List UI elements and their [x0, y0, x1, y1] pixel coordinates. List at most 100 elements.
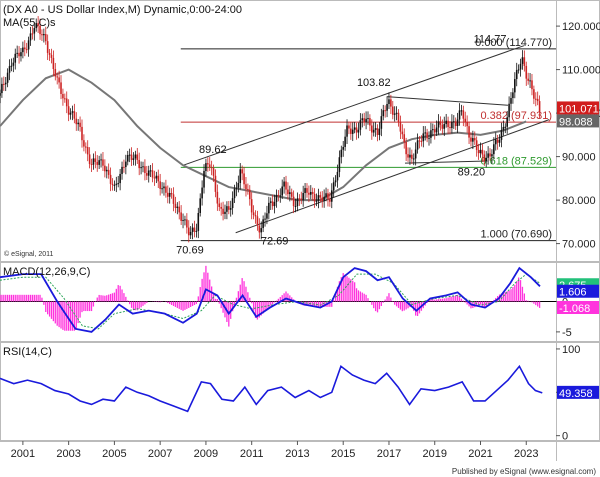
candle-body [332, 182, 335, 191]
candle-body [418, 140, 421, 142]
macd-tick-label: -5 [562, 327, 572, 339]
candle-body [222, 208, 224, 214]
price-tick-label: 80.000 [562, 195, 596, 207]
candle-body [342, 146, 345, 150]
candle-body [281, 186, 283, 196]
candle-body [220, 206, 222, 209]
candle-body [159, 181, 161, 189]
candle-body [191, 227, 194, 232]
x-axis-ticks: 2001 2003 2005 2007 2009 2011 2013 2015 2017 2019… [11, 441, 538, 460]
candle-body [313, 193, 316, 202]
candle-body [266, 213, 268, 219]
candle-body [338, 157, 341, 172]
candle-body [321, 197, 324, 202]
candle-body [75, 118, 78, 125]
candle-body [290, 192, 293, 197]
candle-body [487, 153, 489, 158]
candle-body [123, 166, 125, 168]
candle-body [241, 169, 243, 174]
candle-body [334, 180, 337, 183]
candle-body [147, 170, 150, 176]
candle-body [514, 79, 516, 93]
candle-body [138, 159, 140, 169]
candle-body [275, 194, 278, 203]
candle-body [464, 118, 467, 123]
candle-body [54, 69, 57, 77]
candle-body [130, 154, 133, 160]
candle-body [235, 187, 238, 189]
ma-55-line [0, 68, 527, 202]
candle-body [176, 206, 179, 208]
candle-body [479, 149, 482, 154]
candle-body [292, 196, 295, 207]
macd-readout-2-box [557, 300, 599, 314]
price-tick-label: 110.000 [562, 65, 600, 77]
candle-body [481, 149, 484, 155]
candle-body [384, 110, 386, 112]
candle-body [71, 111, 74, 113]
candle-body [81, 126, 83, 141]
candle-body [447, 120, 449, 128]
chart-title: (DX A0 - US Dollar Index,M) Dynamic,0:00… [3, 4, 242, 16]
candle-body [382, 110, 385, 117]
candle-body [172, 194, 175, 204]
candle-body [302, 193, 304, 200]
macd-readout-1-label: 1.606 [559, 287, 587, 299]
candle-body [477, 149, 480, 154]
candle-body [277, 194, 280, 196]
candle-body [239, 169, 242, 183]
candle-body [323, 196, 325, 202]
x-tick-label: 2007 [148, 448, 172, 460]
candle-body [527, 78, 529, 81]
candle-body [0, 93, 1, 96]
candle-body [258, 225, 261, 233]
candle-body [216, 191, 219, 204]
candle-body [128, 154, 131, 156]
candle-body [67, 106, 70, 115]
candle-body [226, 206, 228, 212]
candle-body [193, 227, 196, 232]
candle-body [445, 120, 447, 124]
candle-body [245, 184, 247, 190]
trendline-2 [386, 96, 508, 106]
candle-body [426, 132, 428, 139]
candle-body [357, 129, 360, 133]
published-footer: Published by eSignal (www.esignal.com) [452, 467, 596, 476]
candle-body [466, 122, 468, 127]
candle-body [538, 101, 541, 112]
candle-body [165, 186, 167, 193]
candle-body [134, 154, 137, 159]
candle-body [250, 199, 253, 213]
trend-channel [182, 45, 550, 234]
candle-body [52, 57, 55, 70]
price-tick-label: 90.000 [562, 152, 596, 164]
candle-body [289, 192, 291, 195]
candle-body [391, 106, 394, 115]
candle-body [90, 163, 93, 165]
x-tick-label: 2011 [240, 448, 264, 460]
candle-body [228, 206, 230, 210]
candle-body [180, 212, 182, 221]
candle-body [94, 158, 97, 162]
candle-body [311, 191, 314, 194]
candle-body [92, 158, 95, 165]
candle-body [155, 175, 158, 179]
candle-body [508, 103, 510, 118]
candle-body [20, 52, 22, 57]
x-tick-label: 2009 [194, 448, 218, 460]
price-annotation: 70.69 [176, 245, 204, 257]
candle-body [98, 160, 100, 165]
candle-body [39, 25, 41, 35]
candle-body [264, 218, 266, 220]
candle-body [525, 65, 528, 79]
macd-title: MACD(12,26,9,C) [3, 266, 90, 278]
candle-body [433, 129, 436, 133]
candle-body [470, 137, 472, 142]
candle-body [287, 189, 289, 195]
candle-body [517, 69, 520, 71]
candle-body [62, 93, 64, 99]
candle-body [451, 121, 453, 129]
candle-body [519, 63, 522, 70]
candle-body [33, 28, 36, 34]
